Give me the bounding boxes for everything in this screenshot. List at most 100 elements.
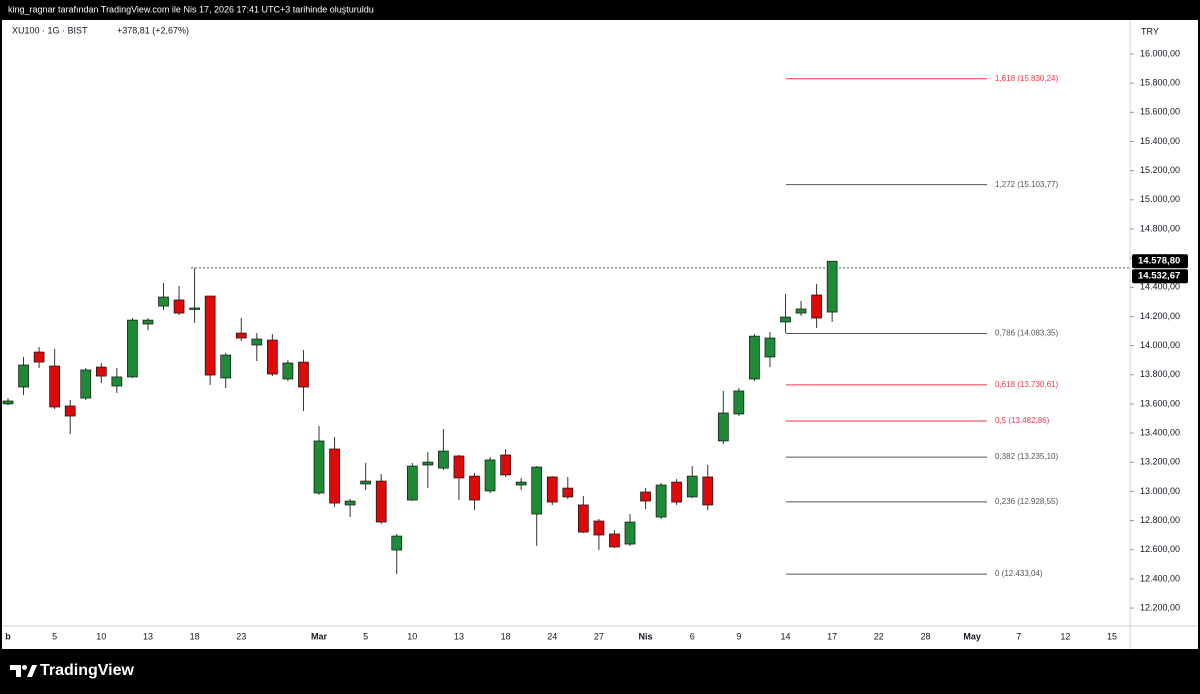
candle-body <box>795 308 807 314</box>
x-tick-label: 10 <box>96 631 106 641</box>
y-tick-label: 12.600,00 <box>1140 544 1180 554</box>
x-tick-label: 18 <box>190 631 200 641</box>
x-tick-label: 14 <box>780 631 790 641</box>
candle-body <box>2 400 14 405</box>
candle-body <box>391 535 403 551</box>
y-tick-label: 13.400,00 <box>1140 427 1180 437</box>
candle-body <box>546 476 558 503</box>
attribution: king_ragnar tarafından TradingView.com i… <box>8 4 374 14</box>
candle-body <box>826 260 838 313</box>
candle-body <box>531 466 543 515</box>
x-tick-label: 23 <box>236 631 246 641</box>
x-tick-label: 6 <box>690 631 695 641</box>
y-tick-label: 13.800,00 <box>1140 369 1180 379</box>
x-tick-label: 5 <box>363 631 368 641</box>
candle-body <box>267 339 278 375</box>
y-tick-label: 13.600,00 <box>1140 398 1180 408</box>
fib-label: 0,618 (13.730,61) <box>995 380 1058 389</box>
candle-body <box>686 475 698 498</box>
x-tick-label: 5 <box>52 631 57 641</box>
symbol-title: XU100 · 1G · BIST <box>12 25 88 35</box>
y-tick-label: 14.400,00 <box>1140 282 1180 292</box>
candle-body <box>282 362 294 380</box>
candle-body <box>173 299 185 314</box>
brand: TradingView <box>40 662 135 679</box>
x-tick-label: 9 <box>736 631 741 641</box>
y-tick-label: 12.800,00 <box>1140 515 1180 525</box>
y-tick-label: 14.200,00 <box>1140 311 1180 321</box>
fib-label: 0,5 (13.482,86) <box>995 416 1050 425</box>
price-tag <box>1132 269 1188 284</box>
candle-body <box>158 296 169 307</box>
candle-body <box>142 319 154 325</box>
candle-body <box>313 440 325 494</box>
candle-body <box>484 459 496 492</box>
candle-body <box>717 412 729 442</box>
candle-body <box>438 450 449 469</box>
x-tick-label: 28 <box>920 631 930 641</box>
price-tag <box>1132 254 1188 269</box>
candle-body <box>64 405 76 417</box>
x-tick-label: 18 <box>501 631 511 641</box>
fib-label: 0,382 (13.235,10) <box>995 452 1058 461</box>
chart-background <box>2 20 1198 649</box>
x-tick-label: 17 <box>827 631 837 641</box>
candle-body <box>80 369 92 399</box>
candle-body <box>749 335 760 380</box>
candle-body <box>453 455 465 479</box>
y-tick-label: 13.000,00 <box>1140 486 1180 496</box>
x-tick-label: 13 <box>454 631 464 641</box>
candle-body <box>624 521 636 545</box>
y-tick-label: 12.400,00 <box>1140 573 1180 583</box>
candle-body <box>235 332 247 339</box>
y-tick-label: 12.200,00 <box>1140 602 1180 612</box>
candle-body <box>220 354 232 379</box>
y-tick-label: 15.200,00 <box>1140 165 1180 175</box>
x-tick-label: 15 <box>1107 631 1117 641</box>
x-tick-label: 27 <box>594 631 604 641</box>
candle-body <box>609 533 620 548</box>
candle-body <box>360 480 371 485</box>
candle-body <box>344 500 356 506</box>
fib-label: 0 (12.433,04) <box>995 569 1043 578</box>
x-tick-label: 13 <box>143 631 153 641</box>
brand-logo <box>10 665 37 677</box>
price-tag-label: 14.532,67 <box>1138 271 1180 282</box>
x-tick-label: 7 <box>1016 631 1021 641</box>
candle-body <box>329 448 340 504</box>
fib-label: 1,272 (15.103,77) <box>995 180 1058 189</box>
fib-label: 0,236 (12.928,55) <box>995 497 1058 506</box>
candle-body <box>204 295 216 376</box>
candle-body <box>733 390 745 415</box>
candle-body <box>562 487 574 498</box>
fib-label: 1,618 (15.830,24) <box>995 74 1058 83</box>
candle-body <box>640 491 651 502</box>
candle-body <box>33 351 45 363</box>
candle-body <box>95 366 107 377</box>
price-change: +378,81 (+2,67%) <box>117 25 189 35</box>
x-tick-label: May <box>963 631 981 641</box>
candle-body <box>764 337 776 358</box>
y-tick-label: 15.600,00 <box>1140 107 1180 117</box>
x-tick-label: b <box>5 631 11 641</box>
x-tick-label: 24 <box>547 631 557 641</box>
candle-body <box>49 365 61 408</box>
candle-body <box>18 364 29 388</box>
fib-label: 0,786 (14.083,35) <box>995 329 1058 338</box>
y-tick-label: 16.000,00 <box>1140 48 1180 58</box>
candle-body <box>780 316 791 323</box>
currency: TRY <box>1141 26 1159 36</box>
candle-body <box>593 520 605 536</box>
candle-body <box>811 294 822 319</box>
candle-body <box>127 319 138 378</box>
candle-body <box>422 461 434 466</box>
candle-body <box>189 307 200 310</box>
candle-body <box>111 376 123 387</box>
candle-body <box>702 476 714 506</box>
candle-body <box>655 484 667 518</box>
y-tick-label: 15.400,00 <box>1140 136 1180 146</box>
candle-body <box>251 338 263 346</box>
y-tick-label: 13.200,00 <box>1140 457 1180 467</box>
